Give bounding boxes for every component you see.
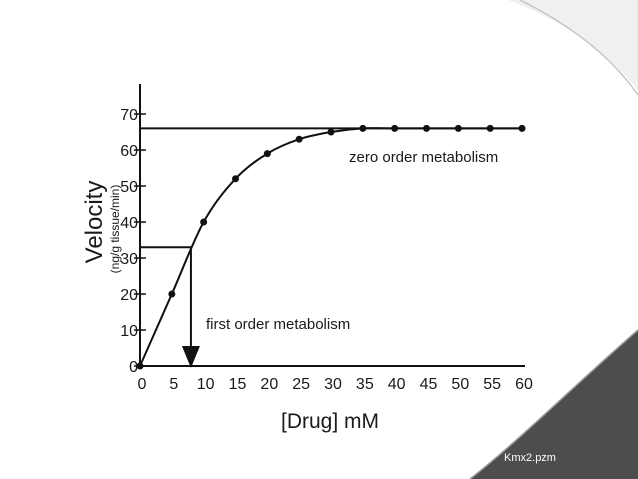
y-ticks: 0 10 20 30 40 50 60 70 [120,107,146,376]
x-tick-label: 10 [197,376,215,393]
axes [139,84,525,367]
data-point [232,175,239,183]
x-tick-label: 55 [483,376,501,393]
data-point [391,124,399,132]
x-tick-label: 20 [260,376,278,393]
x-tick-label: 35 [356,376,374,393]
data-point [486,124,494,132]
series-points [136,124,526,370]
x-tick-label: 15 [229,376,247,393]
first-order-label: first order metabolism [206,316,350,333]
y-tick-label: 0 [129,359,138,376]
data-point [518,124,526,132]
y-tick-label: 10 [120,323,138,340]
data-point [263,150,271,158]
x-ticks: 0 5 10 15 20 25 30 35 40 45 50 55 60 [138,376,533,393]
page-curl-top [508,0,638,96]
y-tick-label: 20 [120,287,138,304]
x-tick-label: 25 [292,376,310,393]
y-tick-label: 60 [120,143,138,160]
data-point [136,362,144,370]
km-arrow-head [181,346,200,368]
credit-text: Kmx2.pzm [504,452,556,464]
zero-order-label: zero order metabolism [349,149,498,166]
x-tick-label: 30 [324,376,342,393]
y-tick-label: 30 [120,251,138,268]
y-axis-unit: (ng/g tissue/min) [108,185,122,274]
data-point [423,124,430,132]
y-tick-label: 40 [120,215,138,232]
data-point [359,124,367,132]
x-tick-label: 50 [451,376,469,393]
x-axis-label: [Drug] mM [281,410,379,433]
data-point [454,124,462,132]
data-point [200,218,208,226]
x-tick-label: 40 [388,376,406,393]
x-tick-label: 60 [515,376,533,393]
data-point [295,135,303,143]
page-curl-bottom [469,329,638,479]
y-axis-label: Velocity [81,181,108,264]
y-tick-label: 50 [120,179,138,196]
data-point [327,128,335,136]
x-tick-label: 45 [420,376,438,393]
x-tick-label: 5 [169,376,178,393]
x-tick-label: 0 [138,376,147,393]
data-point [168,290,176,298]
y-tick-label: 70 [120,107,138,124]
